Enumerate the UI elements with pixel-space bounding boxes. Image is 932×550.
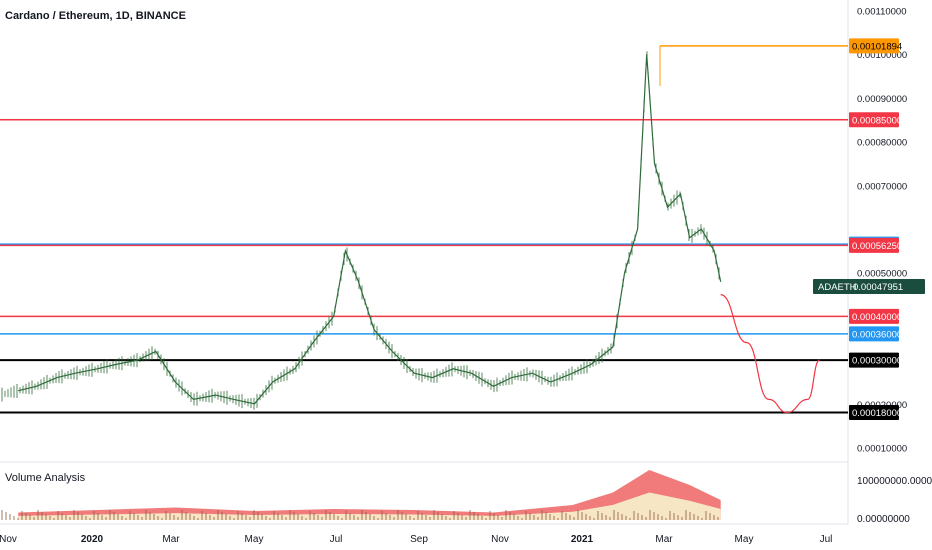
y-tick-label-1: 0.00100000 bbox=[857, 50, 907, 61]
level-label-bg-0 bbox=[849, 38, 899, 54]
level-label-0: 0.00101894 bbox=[852, 41, 902, 52]
level-label-4: 0.00040000 bbox=[852, 312, 902, 323]
volume-axis-label-bottom: 0.00000000 bbox=[857, 514, 910, 525]
x-tick-label-8: Mar bbox=[655, 534, 673, 545]
level-label-bg-6 bbox=[849, 352, 899, 368]
x-tick-label-1: 2020 bbox=[81, 534, 104, 545]
symbol-name: ADAETH bbox=[818, 282, 857, 293]
symbol-price: 0.00047951 bbox=[853, 282, 903, 293]
x-tick-label-3: May bbox=[245, 534, 264, 545]
volume-panel-title: Volume Analysis bbox=[5, 472, 86, 484]
volume-area-inner bbox=[18, 492, 721, 520]
x-tick-label-7: 2021 bbox=[571, 534, 594, 545]
y-tick-label-7: 0.00010000 bbox=[857, 444, 907, 455]
level-label-3: 0.00056250 bbox=[852, 241, 902, 252]
level-label-1: 0.00085000 bbox=[852, 115, 902, 126]
volume-axis-label-top: 100000000.00000000 bbox=[857, 476, 932, 487]
y-tick-label-5: 0.00050000 bbox=[857, 269, 907, 280]
level-label-bg-1 bbox=[849, 112, 899, 128]
symbol-tag: ADAETH 0.00047951 bbox=[813, 279, 925, 294]
level-label-bg-7 bbox=[849, 405, 899, 421]
price-line bbox=[18, 54, 722, 405]
chart-title: Cardano / Ethereum, 1D, BINANCE bbox=[5, 10, 186, 22]
level-label-bg-3 bbox=[849, 237, 899, 253]
projection-curve bbox=[720, 294, 820, 414]
x-tick-label-0: Nov bbox=[0, 534, 17, 545]
y-tick-label-4: 0.00070000 bbox=[857, 181, 907, 192]
x-tick-label-9: May bbox=[735, 534, 754, 545]
level-label-5: 0.00036000 bbox=[852, 329, 902, 340]
level-label-6: 0.00030000 bbox=[852, 356, 902, 367]
y-tick-label-0: 0.00110000 bbox=[857, 7, 907, 18]
level-label-bg-4 bbox=[849, 308, 899, 324]
y-tick-label-2: 0.00090000 bbox=[857, 94, 907, 105]
x-tick-label-6: Nov bbox=[491, 534, 509, 545]
y-tick-label-3: 0.00080000 bbox=[857, 138, 907, 149]
x-tick-label-2: Mar bbox=[162, 534, 180, 545]
level-label-bg-5 bbox=[849, 326, 899, 342]
level-label-7: 0.00018000 bbox=[852, 408, 902, 419]
x-tick-label-5: Sep bbox=[410, 534, 428, 545]
x-tick-label-10: Jul bbox=[820, 534, 833, 545]
x-tick-label-4: Jul bbox=[330, 534, 343, 545]
